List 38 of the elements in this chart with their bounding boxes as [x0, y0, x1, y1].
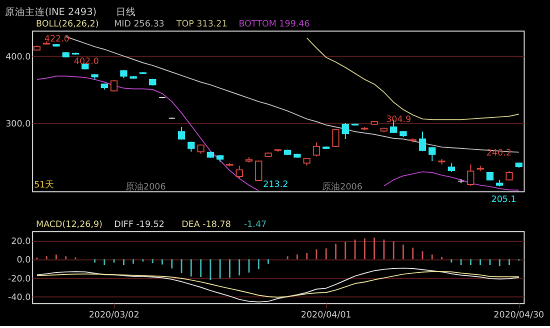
y-tick-label: 400.0	[6, 52, 31, 62]
y-tick-label: 300.0	[6, 119, 31, 130]
annotation: 51天	[34, 180, 54, 191]
line-series	[306, 37, 520, 120]
x-tick-label: 2020/03/02	[88, 310, 140, 320]
candlestick	[312, 142, 320, 157]
x-tick-label: 2020/04/01	[300, 310, 352, 320]
chart-subtitle: 日线	[116, 6, 136, 18]
annotation: 304.9	[386, 114, 412, 125]
text: DIFF -19.52	[114, 220, 164, 230]
text: BOTTOM 199.46	[238, 20, 310, 30]
candlestick	[178, 126, 186, 140]
candlestick	[188, 141, 195, 152]
annotation: 原油2006	[322, 181, 363, 192]
annotation: 422.0	[44, 34, 70, 45]
y-tick-label: 20.0	[11, 236, 31, 247]
legend-title: BOLL(26,26,2)	[36, 20, 99, 30]
candlestick	[418, 131, 426, 152]
candlestick	[342, 122, 349, 140]
legend-title: MACD(12,26,9)	[36, 220, 102, 230]
candlestick	[428, 146, 436, 162]
text: MID 256.33	[114, 20, 164, 30]
chart-title: 原油主连(INE 2493)	[4, 6, 97, 18]
candlestick	[332, 129, 340, 148]
candlestick	[236, 165, 243, 180]
candlestick	[467, 164, 474, 186]
text: 205.1	[491, 195, 516, 206]
text: TOP 313.21	[175, 20, 228, 30]
text: -1.47	[244, 220, 267, 230]
y-tick-label: 0.0	[16, 256, 31, 266]
annotation: 402.0	[74, 57, 99, 68]
annotation: 原油2006	[126, 181, 166, 192]
annotation: 240.2	[486, 148, 512, 159]
y-tick-label: -40.0	[8, 293, 31, 304]
text: DEA -18.78	[182, 220, 231, 230]
annotation: 213.2	[263, 180, 288, 190]
x-tick-label: 2020/04/30	[494, 310, 544, 320]
y-tick-label: -20.0	[8, 274, 31, 284]
